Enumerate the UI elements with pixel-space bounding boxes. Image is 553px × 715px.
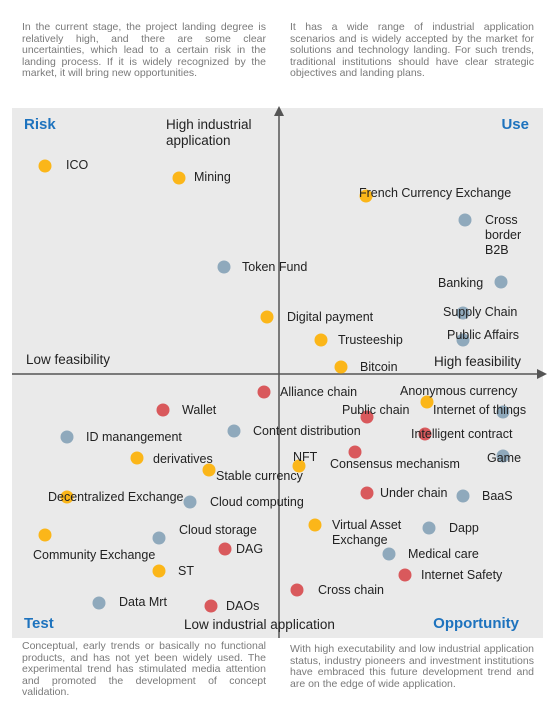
point-label-nft: NFT xyxy=(293,450,318,464)
point-dot-alliance-chain xyxy=(257,385,271,399)
point-label-banking: Banking xyxy=(438,276,483,290)
point-dot-public-affairs xyxy=(456,333,470,347)
point-dot-derivatives xyxy=(130,451,144,465)
point-dot-bitcoin xyxy=(334,360,348,374)
axis-label-low-application: Low industrial application xyxy=(184,617,335,632)
point-dot-nft xyxy=(292,459,306,473)
description-opportunity: With high executability and low industri… xyxy=(290,643,534,690)
point-dot-public-chain xyxy=(360,410,374,424)
point-dot-community-exchange xyxy=(38,528,52,542)
point-dot-dapp xyxy=(422,521,436,535)
point-label-community-exchange: Community Exchange xyxy=(33,548,155,562)
description-risk: In the current stage, the project landin… xyxy=(22,21,266,80)
point-label-bitcoin: Bitcoin xyxy=(360,360,398,374)
point-label-baas: BaaS xyxy=(482,489,513,503)
point-dot-daos xyxy=(204,599,218,613)
point-label-id-manangement: ID manangement xyxy=(86,430,182,444)
point-dot-anonymous-currency xyxy=(420,395,434,409)
point-dot-ico xyxy=(38,159,52,173)
point-dot-under-chain xyxy=(360,486,374,500)
point-label-dag: DAG xyxy=(236,542,263,556)
point-label-wallet: Wallet xyxy=(182,403,217,417)
point-dot-dag xyxy=(218,542,232,556)
point-dot-game xyxy=(496,449,510,463)
point-label-token-fund: Token Fund xyxy=(242,260,307,274)
point-label-supply-chain: Supply Chain xyxy=(443,305,517,319)
point-label-derivatives: derivatives xyxy=(153,452,213,466)
point-dot-cross-chain xyxy=(290,583,304,597)
point-dot-internet-of-things xyxy=(496,405,510,419)
quadrant-panel xyxy=(12,108,543,638)
point-label-alliance-chain: Alliance chain xyxy=(280,385,357,399)
point-label-under-chain: Under chain xyxy=(380,486,447,500)
point-dot-cross-border-b2b xyxy=(458,213,472,227)
point-dot-cloud-computing xyxy=(183,495,197,509)
point-label-data-mrt: Data Mrt xyxy=(119,595,167,609)
point-label-trusteeship: Trusteeship xyxy=(338,333,403,347)
point-dot-french-currency-exchange xyxy=(359,189,373,203)
point-dot-token-fund xyxy=(217,260,231,274)
point-label-public-affairs: Public Affairs xyxy=(447,328,519,342)
point-dot-wallet xyxy=(156,403,170,417)
point-label-st: ST xyxy=(178,564,194,578)
point-label-game: Game xyxy=(487,451,521,465)
point-label-decentralized-exchange: Decentralized Exchange xyxy=(48,490,184,504)
point-dot-baas xyxy=(456,489,470,503)
point-label-content-distribution: Content distribution xyxy=(253,424,361,438)
point-label-cloud-storage: Cloud storage xyxy=(179,523,257,537)
quadrant-label-use: Use xyxy=(501,116,529,133)
quadrant-label-risk: Risk xyxy=(24,116,56,133)
point-label-cloud-computing: Cloud computing xyxy=(210,495,304,509)
point-dot-st xyxy=(152,564,166,578)
point-dot-supply-chain xyxy=(456,306,470,320)
point-label-anonymous-currency: Anonymous currency xyxy=(400,384,518,398)
point-label-mining: Mining xyxy=(194,170,231,184)
point-dot-cloud-storage xyxy=(152,531,166,545)
axis-label-high-application-line2: application xyxy=(166,133,231,148)
point-dot-stable-currency xyxy=(202,463,216,477)
point-dot-mining xyxy=(172,171,186,185)
point-dot-medical-care xyxy=(382,547,396,561)
axis-label-high-application-line1: High industrial xyxy=(166,117,252,132)
point-dot-data-mrt xyxy=(92,596,106,610)
point-dot-intelligent-contract xyxy=(418,427,432,441)
axis-label-low-feasibility: Low feasibility xyxy=(26,352,110,367)
point-label-virtual-asset-exchange: Virtual Asset Exchange xyxy=(332,518,402,547)
point-label-daos: DAOs xyxy=(226,599,259,613)
point-label-french-currency-exchange: French Currency Exchange xyxy=(359,186,511,200)
point-label-cross-border-b2b: Cross border B2B xyxy=(485,213,521,257)
quadrant-label-test: Test xyxy=(24,615,54,632)
point-dot-trusteeship xyxy=(314,333,328,347)
point-dot-digital-payment xyxy=(260,310,274,324)
point-dot-virtual-asset-exchange xyxy=(308,518,322,532)
point-label-stable-currency: Stable currency xyxy=(216,469,304,483)
point-label-cross-chain: Cross chain xyxy=(318,583,384,597)
axis-label-high-feasibility: High feasibility xyxy=(434,354,521,369)
point-label-consensus-mechanism: Consensus mechanism xyxy=(330,457,460,471)
point-dot-id-manangement xyxy=(60,430,74,444)
point-label-public-chain: Public chain xyxy=(342,403,409,417)
description-use: It has a wide range of industrial applic… xyxy=(290,21,534,80)
point-label-internet-safety: Internet Safety xyxy=(421,568,503,582)
point-label-internet-of-things: Internet of things xyxy=(433,403,526,417)
point-label-dapp: Dapp xyxy=(449,521,479,535)
point-dot-internet-safety xyxy=(398,568,412,582)
trend-points: ICO Mining French Currency Exchange Cross bo… xyxy=(33,158,526,613)
point-label-ico: ICO xyxy=(66,158,89,172)
point-dot-decentralized-exchange xyxy=(60,490,74,504)
point-dot-content-distribution xyxy=(227,424,241,438)
point-dot-consensus-mechanism xyxy=(348,445,362,459)
description-test: Conceptual, early trends or basically no… xyxy=(22,640,266,699)
quadrant-label-opportunity: Opportunity xyxy=(433,615,519,632)
point-label-digital-payment: Digital payment xyxy=(287,310,374,324)
point-label-medical-care: Medical care xyxy=(408,547,479,561)
point-label-intelligent-contract: Intelligent contract xyxy=(411,427,513,441)
point-dot-banking xyxy=(494,275,508,289)
